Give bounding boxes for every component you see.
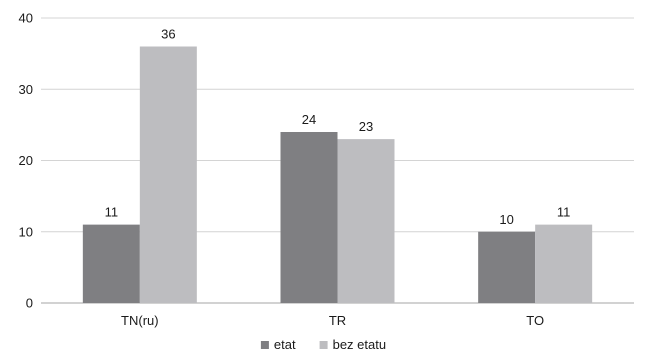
bars <box>82 46 593 303</box>
bar-etat <box>478 231 536 303</box>
x-tick-label: TN(ru) <box>121 313 159 328</box>
legend-label: bez etatu <box>333 337 387 352</box>
data-label: 24 <box>302 112 316 127</box>
bar-bez-etatu <box>337 139 395 303</box>
data-labels: 11 36 24 23 10 11 <box>105 27 571 227</box>
legend-swatch <box>319 341 328 349</box>
x-tick-label: TO <box>526 313 544 328</box>
data-label: 11 <box>105 205 119 220</box>
legend-swatch <box>260 341 269 349</box>
legend: etat bez etatu <box>260 337 387 352</box>
y-tick-label: 20 <box>19 153 33 168</box>
y-tick-label: 30 <box>19 82 33 97</box>
legend-label: etat <box>274 337 296 352</box>
y-tick-label: 40 <box>19 11 33 26</box>
data-label: 11 <box>557 205 571 220</box>
data-label: 23 <box>359 119 373 134</box>
bar-bez-etatu <box>139 46 197 303</box>
y-tick-label: 10 <box>19 224 33 239</box>
data-label: 36 <box>161 27 175 42</box>
y-tick-label: 0 <box>26 296 33 311</box>
bar-etat <box>82 224 140 303</box>
data-label: 10 <box>499 212 513 227</box>
x-tick-label: TR <box>329 313 346 328</box>
bar-bez-etatu <box>535 224 593 303</box>
bar-etat <box>280 132 338 303</box>
